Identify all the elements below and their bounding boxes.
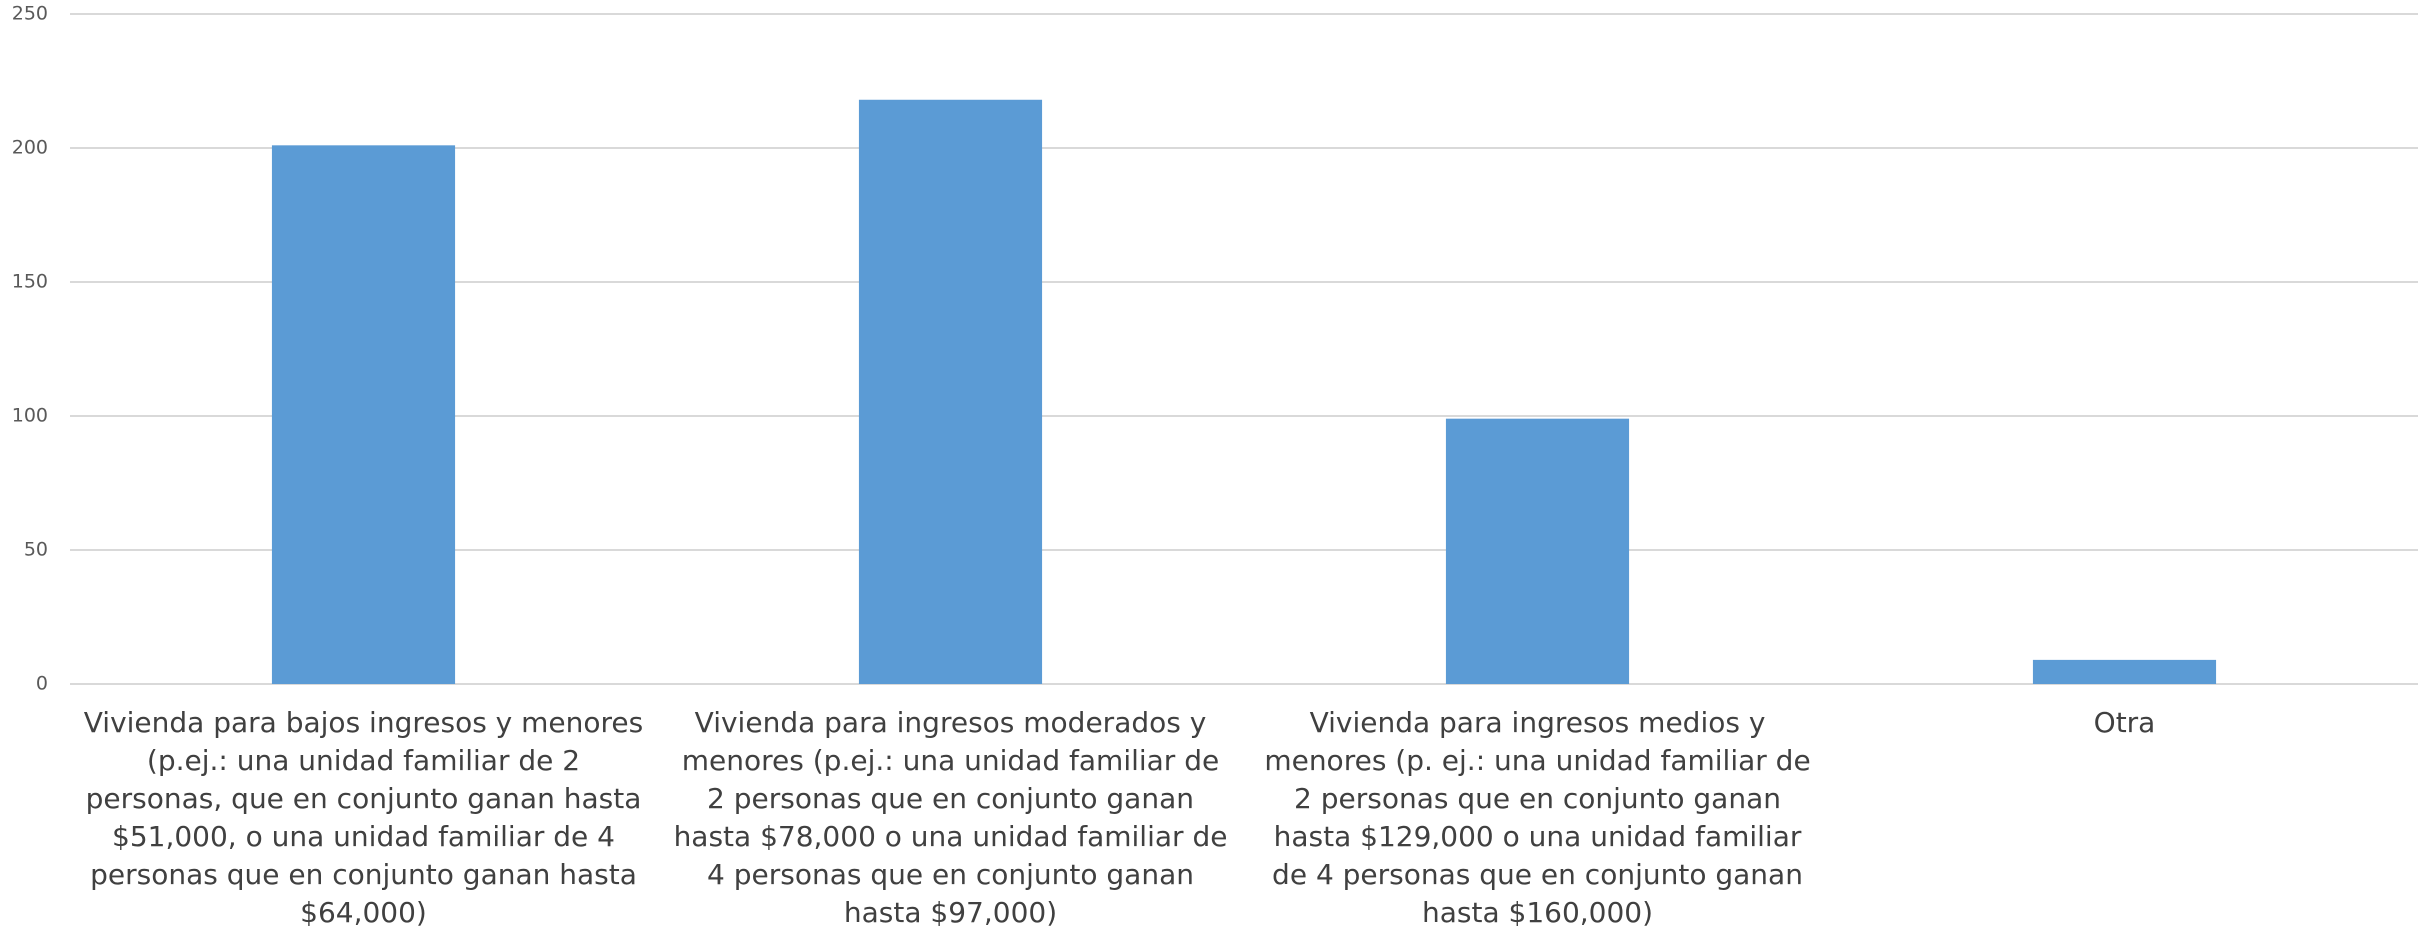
bar: [1445, 418, 1630, 684]
x-tick-label: Vivienda para ingresos moderados y menor…: [673, 706, 1228, 929]
y-tick-label: 50: [24, 539, 48, 561]
bar: [858, 99, 1043, 684]
y-tick-label: 150: [12, 271, 48, 293]
x-tick-label: Vivienda para bajos ingresos y menores (…: [83, 706, 644, 929]
bar: [271, 145, 456, 684]
y-tick-label: 0: [36, 673, 48, 695]
y-tick-label: 200: [12, 137, 48, 159]
bar: [2032, 659, 2217, 684]
x-tick-label: Vivienda para ingresos medios y menores …: [1264, 706, 1811, 929]
x-tick-label: Otra: [2093, 706, 2156, 739]
y-tick-label: 250: [12, 3, 48, 25]
y-tick-label: 100: [12, 405, 48, 427]
